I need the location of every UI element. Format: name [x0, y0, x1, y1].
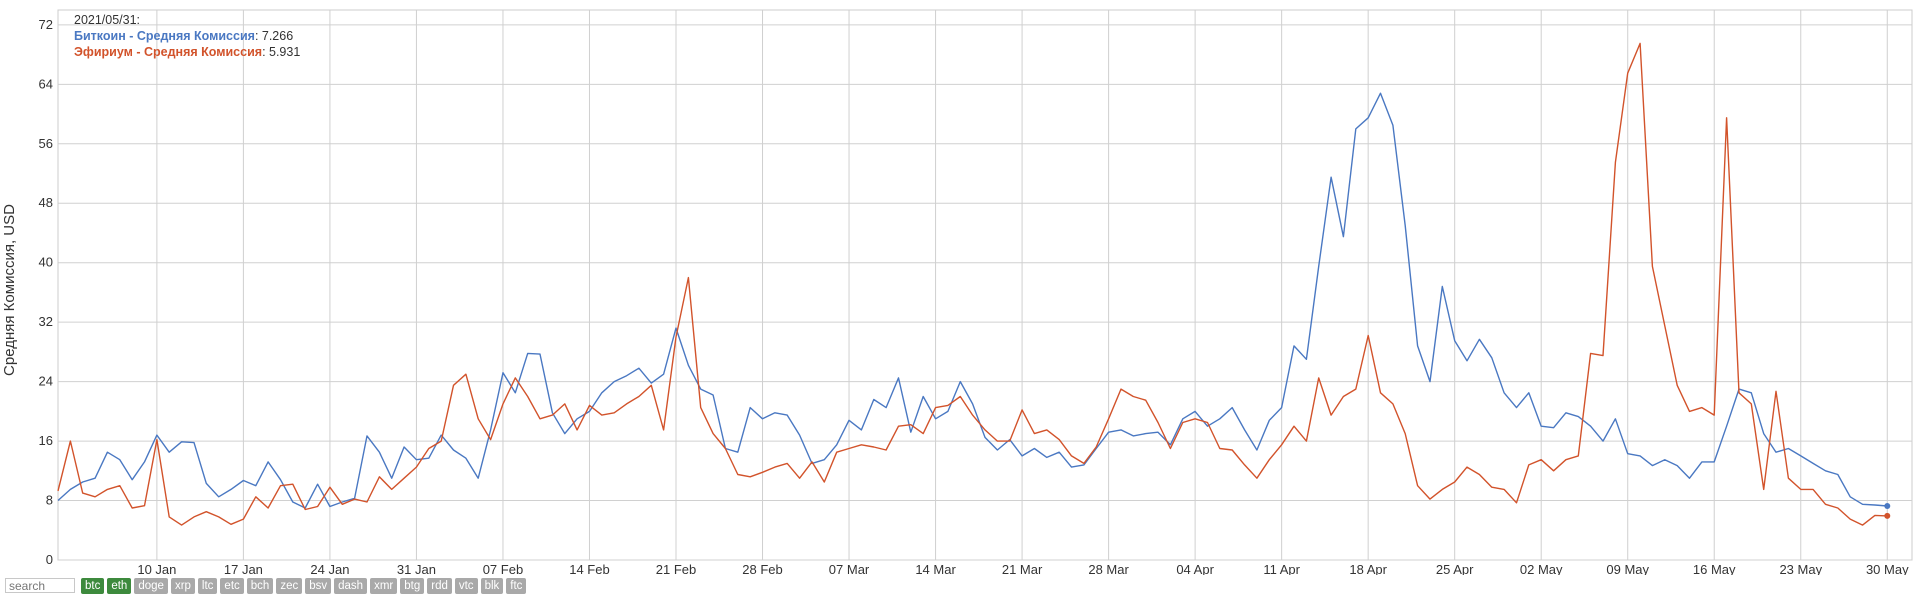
legend-label-eth: Эфириум - Средняя Комиссия	[74, 45, 262, 59]
y-tick-label: 24	[39, 374, 53, 389]
search-input[interactable]	[5, 578, 75, 593]
plot-frame	[57, 9, 1913, 561]
x-tick-label: 16 May	[1693, 562, 1736, 575]
series-end-marker-btc	[1884, 502, 1891, 509]
x-tick-label: 04 Apr	[1176, 562, 1214, 575]
y-tick-label: 32	[39, 314, 53, 329]
y-tick-label: 16	[39, 433, 53, 448]
y-axis-title: Средняя Комиссия, USD	[1, 204, 18, 376]
x-tick-label: 07 Mar	[829, 562, 870, 575]
legend-value-btc: : 7.266	[255, 29, 293, 43]
y-tick-label: 56	[39, 136, 53, 151]
x-tick-label: 28 Mar	[1088, 562, 1129, 575]
coin-toggle-zec[interactable]: zec	[276, 577, 303, 594]
coin-toggle-bch[interactable]: bch	[246, 577, 274, 594]
coin-toggle-doge[interactable]: doge	[134, 577, 168, 594]
coin-toggle-xmr[interactable]: xmr	[370, 577, 398, 594]
series-line-eth	[57, 42, 1888, 526]
x-tick-label: 23 May	[1779, 562, 1822, 575]
x-tick-label: 10 Jan	[137, 562, 176, 575]
series-lines	[57, 42, 1891, 526]
x-tick-label: 24 Jan	[310, 562, 349, 575]
x-tick-label: 11 Apr	[1263, 562, 1300, 575]
x-tick-label: 18 Apr	[1349, 562, 1387, 575]
x-tick-label: 14 Feb	[569, 562, 609, 575]
y-tick-label: 0	[46, 552, 53, 567]
x-tick-label: 21 Feb	[656, 562, 696, 575]
fee-chart: 0 8 16 24 32 40 48 56 64 72 10 Jan 17 Jan 24 Jan 31 …	[1, 9, 1913, 575]
coin-toggle-vtc[interactable]: vtc	[454, 577, 478, 594]
legend-label-btc: Биткоин - Средняя Комиссия	[74, 29, 255, 43]
x-tick-label: 31 Jan	[397, 562, 436, 575]
coin-toggle-btc[interactable]: btc	[81, 577, 105, 594]
y-tick-label: 8	[46, 493, 53, 508]
x-tick-label: 25 Apr	[1436, 562, 1474, 575]
legend-date: 2021/05/31:	[74, 13, 140, 27]
x-tick-label: 14 Mar	[915, 562, 956, 575]
coin-toggle-etc[interactable]: etc	[220, 577, 244, 594]
coin-toggle-rdd[interactable]: rdd	[427, 577, 452, 594]
coin-selector: btc eth doge xrp ltc etc bch zec bsv dash xmr btg rd…	[81, 577, 527, 594]
y-tick-label: 72	[39, 17, 53, 32]
y-axis: 0 8 16 24 32 40 48 56 64 72	[39, 17, 53, 567]
x-axis: 10 Jan 17 Jan 24 Jan 31 Jan 07 Feb 14 Feb 21 F…	[137, 562, 1909, 575]
x-tick-label: 28 Feb	[742, 562, 782, 575]
coin-toggle-dash[interactable]: dash	[334, 577, 368, 594]
legend-entry-eth: Эфириум - Средняя Комиссия: 5.931	[74, 45, 300, 59]
coin-toggle-blk[interactable]: blk	[480, 577, 504, 594]
coin-toggle-ltc[interactable]: ltc	[197, 577, 218, 594]
footer-bar: btcethdogexrpltcetcbchzecbsvdashxmrbtgrd…	[5, 577, 527, 594]
y-tick-label: 40	[39, 255, 53, 270]
x-tick-label: 21 Mar	[1002, 562, 1043, 575]
legend: 2021/05/31: Биткоин - Средняя Комиссия: …	[74, 13, 300, 59]
y-tick-label: 48	[39, 195, 53, 210]
legend-value-eth: : 5.931	[262, 45, 300, 59]
coin-toggle-bsv[interactable]: bsv	[305, 577, 332, 594]
x-tick-label: 07 Feb	[483, 562, 523, 575]
series-line-btc	[57, 92, 1888, 509]
series-end-marker-eth	[1884, 512, 1891, 519]
coin-toggle-ftc[interactable]: ftc	[506, 577, 527, 594]
x-tick-label: 09 May	[1606, 562, 1649, 575]
x-tick-label: 17 Jan	[224, 562, 263, 575]
coin-toggle-btg[interactable]: btg	[400, 577, 425, 594]
y-tick-label: 64	[39, 76, 53, 91]
coin-toggle-xrp[interactable]: xrp	[170, 577, 195, 594]
x-tick-label: 30 May	[1866, 562, 1909, 575]
coin-toggle-eth[interactable]: eth	[107, 577, 132, 594]
legend-entry-btc: Биткоин - Средняя Комиссия: 7.266	[74, 29, 293, 43]
chart-grid	[57, 9, 1913, 561]
x-tick-label: 02 May	[1520, 562, 1563, 575]
